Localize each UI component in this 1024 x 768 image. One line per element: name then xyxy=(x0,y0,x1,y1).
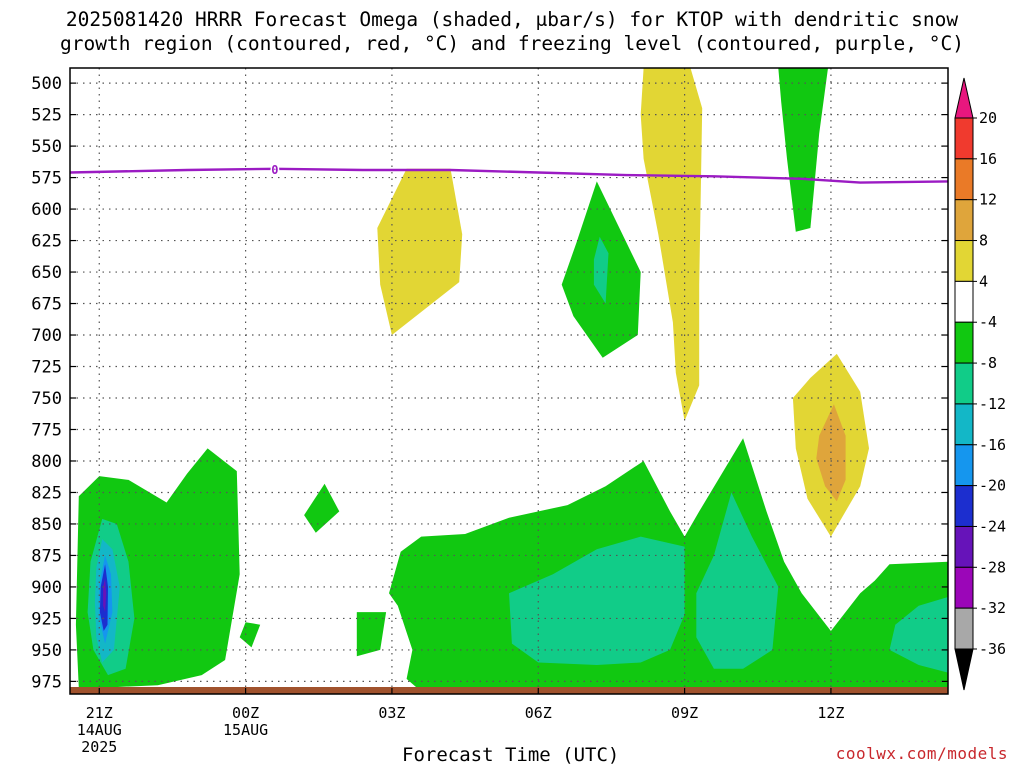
y-tick-label: 775 xyxy=(31,420,62,440)
credit-link[interactable]: coolwx.com/models xyxy=(835,744,1008,763)
omega-region xyxy=(304,483,340,533)
colorbar-segment xyxy=(954,444,974,487)
colorbar-segment xyxy=(954,485,974,527)
y-tick-label: 550 xyxy=(31,137,62,157)
y-tick-label: 825 xyxy=(31,483,62,503)
colorbar-label: -32 xyxy=(979,599,1006,617)
y-tick-label: 750 xyxy=(31,389,62,409)
colorbar-label: -36 xyxy=(979,640,1006,658)
freezing-level-contour: 0 xyxy=(69,161,949,184)
x-tick-label: 00Z xyxy=(232,704,259,722)
colorbar-label: -20 xyxy=(979,477,1006,495)
x-tick-label: 15AUG xyxy=(223,721,268,739)
colorbar: 20 16 12 8 4 -4 -8 -12 -16 -20 -24 -28 -32 -36 xyxy=(954,77,1006,691)
x-tick-label: 2025 xyxy=(81,738,117,756)
y-tick-label: 950 xyxy=(31,641,62,661)
x-tick-label: 14AUG xyxy=(77,721,122,739)
y-tick-label: 925 xyxy=(31,609,62,629)
y-tick-label: 875 xyxy=(31,546,62,566)
y-tick-label: 600 xyxy=(31,200,62,220)
colorbar-top-arrow xyxy=(954,77,974,119)
chart-title-line-2: growth region (contoured, red, °C) and f… xyxy=(60,32,964,55)
y-tick-label: 500 xyxy=(31,74,62,94)
omega-region xyxy=(696,492,779,669)
x-axis-label: Forecast Time (UTC) xyxy=(402,744,620,766)
colorbar-label: 4 xyxy=(979,272,988,290)
colorbar-label: 20 xyxy=(979,109,997,127)
colorbar-label: -4 xyxy=(979,313,997,331)
y-tick-label: 675 xyxy=(31,295,62,315)
y-tick-label: 650 xyxy=(31,263,62,283)
colorbar-label: -24 xyxy=(979,517,1006,535)
chart-title-line-1: 2025081420 HRRR Forecast Omega (shaded, … xyxy=(65,8,959,31)
colorbar-segment xyxy=(954,321,974,364)
plot-frame xyxy=(69,67,949,695)
x-tick-label: 21Z xyxy=(86,704,113,722)
omega-region xyxy=(778,68,828,232)
colorbar-label: -8 xyxy=(979,354,997,372)
colorbar-segment xyxy=(954,362,974,405)
colorbar-segment xyxy=(954,280,974,323)
omega-region xyxy=(377,168,463,335)
omega-region xyxy=(509,536,685,665)
y-tick-label: 575 xyxy=(31,169,62,189)
y-tick-label: 725 xyxy=(31,358,62,378)
x-tick-label: 06Z xyxy=(525,704,552,722)
y-tick-label: 850 xyxy=(31,515,62,535)
ground-strip xyxy=(70,687,948,694)
x-tick-label: 09Z xyxy=(671,704,698,722)
omega-region xyxy=(356,612,387,657)
omega-shaded-regions xyxy=(75,68,948,694)
y-axis-ticks: 500 525 550 575 600 625 650 675 700 725 750 775 800 8… xyxy=(31,74,948,692)
y-tick-label: 900 xyxy=(31,578,62,598)
y-tick-label: 975 xyxy=(31,672,62,692)
x-tick-label: 12Z xyxy=(817,704,844,722)
y-tick-label: 800 xyxy=(31,452,62,472)
freezing-level-label: 0 xyxy=(271,163,278,177)
omega-region xyxy=(239,622,261,648)
colorbar-segment xyxy=(954,403,974,446)
colorbar-segment xyxy=(954,117,974,160)
omega-region xyxy=(593,236,609,304)
freezing-level-line xyxy=(69,167,949,184)
omega-region xyxy=(889,597,948,673)
colorbar-segment xyxy=(954,566,974,609)
ground-layer xyxy=(70,687,948,694)
colorbar-label: -28 xyxy=(979,558,1006,576)
omega-region xyxy=(640,68,703,421)
colorbar-label: 8 xyxy=(979,232,988,250)
colorbar-segment xyxy=(954,240,974,282)
colorbar-segment xyxy=(954,607,974,650)
colorbar-label: 16 xyxy=(979,150,997,168)
y-tick-label: 700 xyxy=(31,326,62,346)
y-tick-label: 525 xyxy=(31,106,62,126)
plot-border xyxy=(69,67,949,695)
colorbar-bottom-arrow xyxy=(954,648,974,691)
colorbar-segment xyxy=(954,158,974,201)
colorbar-label: -16 xyxy=(979,436,1006,454)
x-tick-label: 03Z xyxy=(378,704,405,722)
colorbar-segment xyxy=(954,199,974,242)
colorbar-segment xyxy=(954,525,974,568)
colorbar-label: -12 xyxy=(979,395,1006,413)
y-tick-label: 625 xyxy=(31,232,62,252)
colorbar-label: 12 xyxy=(979,191,997,209)
